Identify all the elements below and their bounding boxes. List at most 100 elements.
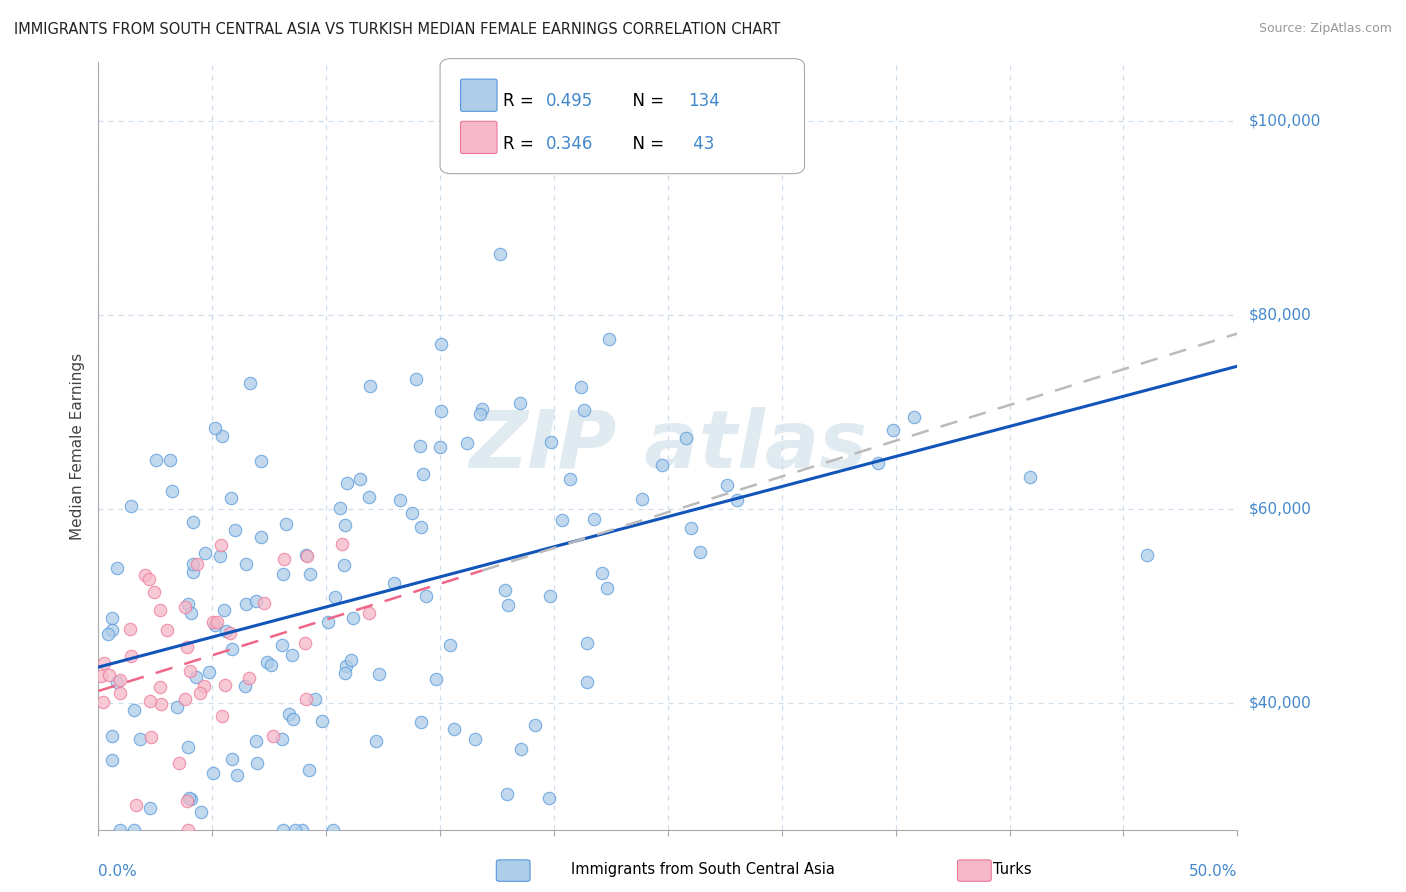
Point [180,792,202,806]
Point [97,668,120,682]
Text: Immigrants from South Central Asia: Immigrants from South Central Asia [571,863,835,877]
Point [224,523,246,537]
Point [443,722,465,736]
Point [167,756,190,771]
Text: N =: N = [623,135,669,153]
Point [214,624,236,639]
Point [128,731,150,746]
Point [276,516,298,531]
Point [429,440,451,454]
Point [193,679,215,693]
Point [336,476,359,491]
Point [471,401,494,416]
Point [256,655,278,669]
Point [537,790,560,805]
Point [188,686,211,700]
Point [456,435,478,450]
Point [250,454,273,468]
Point [284,822,307,837]
Point [108,673,131,687]
Point [235,598,257,612]
Point [176,794,198,808]
Point [510,741,533,756]
Point [271,638,294,652]
Point [150,697,173,711]
Text: 0.495: 0.495 [546,93,593,111]
Point [100,623,122,637]
Point [630,491,652,506]
Point [205,615,228,629]
Point [219,491,242,505]
Point [558,472,581,486]
Point [364,733,387,747]
Point [125,797,148,812]
Y-axis label: Median Female Earnings: Median Female Earnings [69,352,84,540]
Point [260,658,283,673]
Point [100,611,122,625]
Text: 0.346: 0.346 [546,135,593,153]
Text: 43: 43 [689,135,714,153]
Point [494,583,516,598]
Point [294,636,316,650]
Text: 50.0%: 50.0% [1189,863,1237,879]
Point [180,606,202,620]
Point [367,666,389,681]
Point [333,558,356,572]
Point [149,603,172,617]
Point [159,453,181,467]
Point [508,396,530,410]
Point [295,549,318,563]
Point [298,763,321,777]
Point [190,805,212,819]
Point [181,565,204,579]
Point [295,692,318,706]
Text: $80,000: $80,000 [1249,308,1312,322]
Text: 134: 134 [689,93,720,111]
Point [110,686,132,700]
Point [134,567,156,582]
Point [297,549,319,563]
Text: R =: R = [503,93,538,111]
Point [177,790,200,805]
FancyBboxPatch shape [461,79,498,112]
Point [271,822,294,837]
Text: Turks: Turks [993,863,1032,877]
Point [903,410,925,425]
Point [425,672,447,686]
Point [725,492,748,507]
Point [208,549,231,563]
Point [160,484,183,499]
Point [299,566,322,581]
Point [166,699,188,714]
Point [226,768,249,782]
Text: $100,000: $100,000 [1249,113,1320,128]
Point [214,678,236,692]
Point [139,694,162,708]
Text: 0.0%: 0.0% [98,863,138,879]
Point [143,585,166,599]
Point [323,590,346,604]
Point [538,589,561,603]
Text: $60,000: $60,000 [1249,501,1312,516]
Point [271,731,294,746]
Point [489,247,512,261]
Point [262,730,284,744]
Point [174,600,197,615]
Point [409,439,432,453]
Point [409,520,432,534]
Point [93,656,115,670]
Point [149,680,172,694]
Point [177,822,200,837]
Point [177,739,200,754]
Point [156,624,179,638]
Point [238,671,260,685]
Point [357,607,380,621]
Point [333,517,356,532]
Point [184,670,207,684]
Point [335,658,357,673]
Point [333,666,356,681]
Point [91,695,114,709]
Text: ZIP atlas: ZIP atlas [468,407,868,485]
Point [138,801,160,815]
Point [689,545,711,559]
